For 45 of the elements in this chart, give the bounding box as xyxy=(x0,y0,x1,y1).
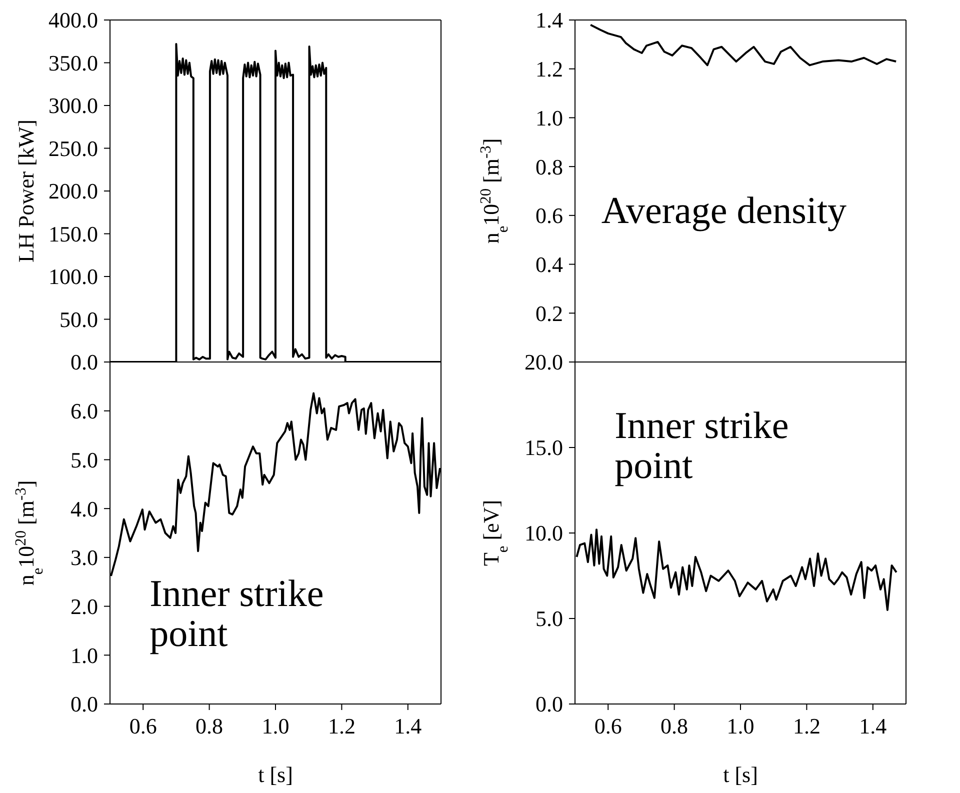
x-tick-label: 0.6 xyxy=(129,714,157,739)
x-tick-label: 1.2 xyxy=(792,714,820,739)
x-axis-title: t [s] xyxy=(258,762,293,787)
y-tick-label: 50.0 xyxy=(60,306,98,332)
y-tick-label: 350.0 xyxy=(48,50,98,76)
y-tick-label: 0.6 xyxy=(536,203,563,228)
y-tick-label: 10.0 xyxy=(524,520,563,546)
y-tick-label: 1.0 xyxy=(536,105,563,130)
y-tick-label: 1.4 xyxy=(536,8,563,33)
x-tick-label: 0.8 xyxy=(660,714,688,739)
y-tick-label: 20.0 xyxy=(524,350,563,375)
y-axis-title: LH Power [kW] xyxy=(14,120,39,262)
y-tick-label: 100.0 xyxy=(48,264,98,290)
x-tick-label: 1.4 xyxy=(859,714,887,739)
y-tick-label: 0.2 xyxy=(536,300,563,326)
line-series xyxy=(590,24,898,66)
y-tick-label: 0.0 xyxy=(70,692,98,717)
y-tick-label: 2.0 xyxy=(70,594,98,619)
y-tick-label: 6.0 xyxy=(70,398,98,424)
annotation: Inner strike point xyxy=(150,573,324,656)
annotation: Inner strike point xyxy=(614,405,789,488)
y-tick-label: 300.0 xyxy=(48,93,98,118)
y-tick-label: 1.0 xyxy=(70,642,98,668)
x-tick-label: 0.6 xyxy=(594,714,622,739)
y-tick-label: 1.2 xyxy=(536,56,563,82)
y-tick-label: 4.0 xyxy=(70,496,98,522)
x-axis-title: t [s] xyxy=(723,762,758,787)
y-tick-label: 5.0 xyxy=(70,447,98,472)
y-tick-label: 3.0 xyxy=(70,545,98,570)
y-tick-label: 0.8 xyxy=(536,154,563,180)
x-tick-label: 1.4 xyxy=(394,714,422,739)
x-tick-label: 1.0 xyxy=(726,714,754,739)
y-tick-label: 15.0 xyxy=(524,435,563,460)
annotation: Average density xyxy=(601,190,847,232)
x-tick-label: 0.8 xyxy=(196,714,224,739)
y-tick-label: 0.4 xyxy=(536,252,563,277)
y-tick-label: 0.0 xyxy=(70,350,98,375)
y-tick-label: 200.0 xyxy=(48,178,98,204)
y-tick-label: 250.0 xyxy=(48,136,98,161)
x-tick-label: 1.2 xyxy=(328,714,356,739)
y-tick-label: 0.0 xyxy=(536,692,563,717)
y-tick-label: 150.0 xyxy=(48,221,98,246)
y-tick-label: 400.0 xyxy=(48,8,98,33)
y-tick-label: 5.0 xyxy=(536,606,563,632)
x-tick-label: 1.0 xyxy=(262,714,290,739)
